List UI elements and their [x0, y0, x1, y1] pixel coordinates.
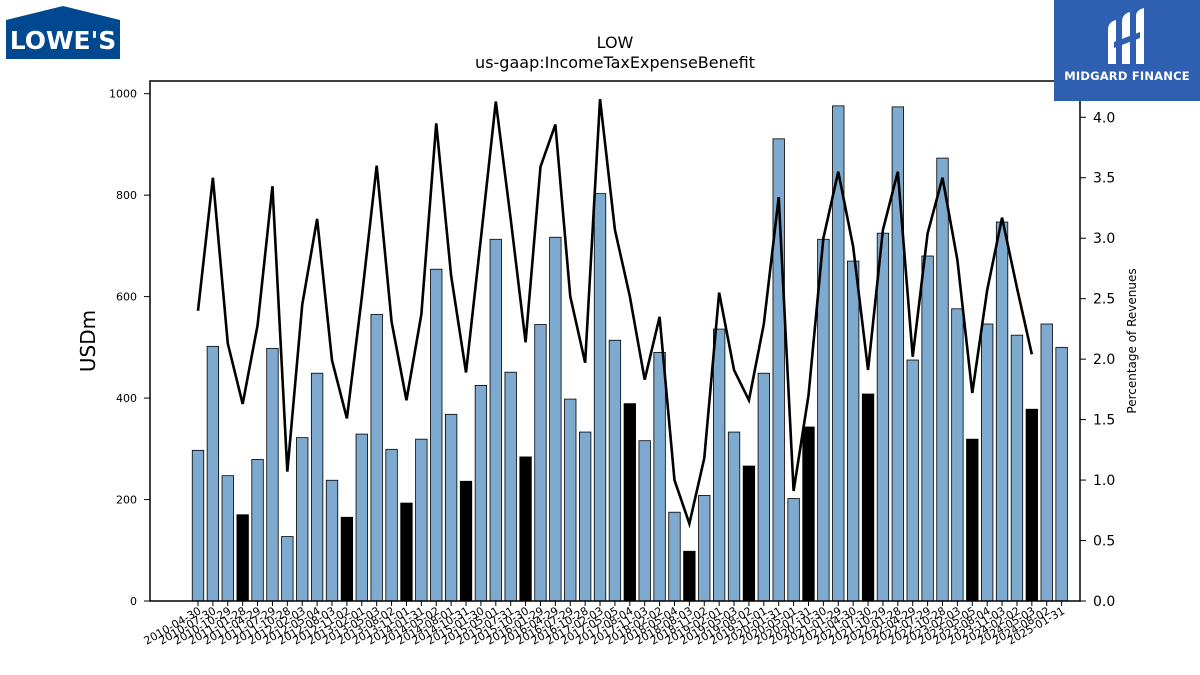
y2-tick-label: 3.0 [1093, 231, 1115, 247]
bar [266, 347, 279, 602]
y2-tick-label: 1.5 [1093, 413, 1115, 429]
y-tick-label: 800 [116, 189, 137, 202]
y2-tick-label: 0.0 [1093, 594, 1115, 610]
bar [668, 511, 681, 602]
bar [385, 448, 398, 602]
midgard-finance-text: MIDGARD FINANCE [1064, 69, 1190, 83]
bar [281, 536, 294, 602]
bar [221, 475, 234, 602]
y-axis-label: USDm [76, 310, 100, 372]
bar [757, 372, 770, 602]
bar [593, 193, 607, 602]
bar [519, 456, 532, 602]
bar [742, 465, 756, 602]
y2-tick-label: 4.0 [1093, 110, 1115, 126]
y2-axis-label: Percentage of Revenues [1125, 268, 1139, 413]
bar [549, 236, 562, 602]
lowes-logo-text: LOWE'S [10, 26, 117, 55]
bar [474, 384, 488, 602]
y-tick-label: 600 [116, 291, 137, 304]
bar [296, 437, 309, 602]
bar [861, 393, 875, 602]
bar [578, 431, 592, 602]
y2-tick-label: 2.5 [1093, 292, 1115, 308]
bar [340, 516, 354, 602]
bar-series [191, 105, 1068, 602]
chart-subtitle: us-gaap:IncomeTaxExpenseBenefit [475, 53, 755, 72]
y2-tick-label: 0.5 [1093, 534, 1115, 550]
bar [415, 438, 428, 602]
y2-tick-label: 2.0 [1093, 352, 1115, 368]
bar [355, 433, 368, 602]
bar [921, 255, 934, 602]
bar [206, 345, 220, 602]
bar [906, 359, 919, 602]
bar [236, 514, 249, 602]
bar [995, 221, 1009, 602]
bar [683, 550, 696, 602]
line-series [196, 98, 1034, 529]
y-tick-label: 0 [130, 595, 137, 608]
bar [459, 480, 473, 602]
bar [653, 352, 666, 602]
bar [400, 502, 413, 602]
bar [191, 449, 205, 602]
bar [832, 105, 845, 602]
bar [847, 260, 860, 602]
bar [370, 313, 383, 602]
y-tick-label: 200 [116, 494, 137, 507]
bar [876, 232, 890, 602]
y2-tick-label: 3.5 [1093, 171, 1115, 187]
bar [444, 413, 458, 602]
bar [787, 498, 800, 602]
bar [430, 268, 443, 602]
bar [727, 431, 741, 602]
x-axis: 2010-04-302010-07-302010-10-292011-01-28… [142, 601, 1067, 648]
bar [1025, 408, 1038, 602]
bar [489, 238, 502, 602]
bar [1055, 346, 1068, 602]
bar [951, 308, 964, 602]
y-tick-label: 400 [116, 392, 137, 405]
bar [325, 479, 339, 602]
lowes-logo: LOWE'S [6, 6, 120, 59]
y-tick-label: 1000 [109, 88, 137, 101]
bar [623, 403, 636, 602]
y2-tick-label: 1.0 [1093, 473, 1115, 489]
bar [608, 339, 622, 602]
bar [966, 438, 979, 602]
right-y-axis: 0.0 0.5 1.0 1.5 2.0 2.5 3.0 3.5 4.0 [1080, 110, 1115, 610]
bar [981, 323, 994, 602]
bar [310, 372, 324, 602]
bar [698, 495, 711, 602]
bar [802, 426, 815, 602]
bar [1040, 323, 1053, 602]
bar [564, 398, 577, 602]
bar [638, 440, 651, 602]
left-y-axis: 0 200 400 600 800 1000 [109, 88, 150, 608]
bar [713, 328, 726, 602]
chart-title: LOW [597, 33, 634, 52]
bar [1010, 334, 1024, 602]
midgard-finance-logo: MIDGARD FINANCE [1054, 0, 1200, 101]
bar [936, 157, 949, 602]
midgard-mark-icon [1108, 8, 1144, 64]
bar [504, 371, 517, 602]
bar [251, 459, 264, 602]
bar [534, 324, 547, 602]
percentage-line [196, 98, 1034, 529]
